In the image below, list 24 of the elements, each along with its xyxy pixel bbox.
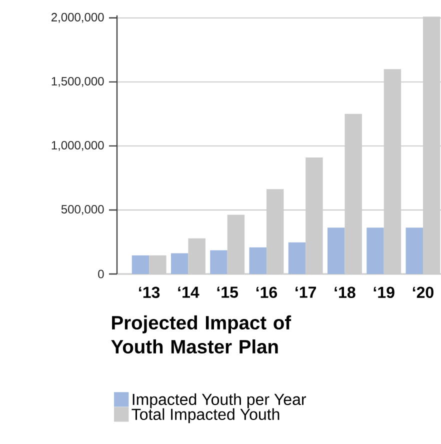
x-tick-label: ‘15	[217, 286, 238, 298]
x-tick-label: ‘19	[374, 286, 394, 298]
legend-label: Total Impacted Youth	[132, 408, 280, 424]
x-tick-label: ‘17	[296, 286, 316, 298]
bar	[210, 250, 228, 274]
y-tick-label: 1,000,000	[52, 140, 104, 151]
bar	[170, 253, 188, 274]
y-tick-label: 500,000	[61, 205, 104, 215]
bar	[249, 247, 266, 274]
y-tick-label: 0	[98, 270, 104, 278]
bar	[366, 228, 384, 274]
x-tick-label: ‘20	[412, 286, 434, 298]
bar	[132, 255, 150, 274]
x-tick-label: ‘13	[139, 286, 160, 298]
bar	[406, 228, 423, 274]
y-tick-label: 1,500,000	[52, 76, 104, 87]
y-tick-label: 2,000,000	[52, 12, 104, 23]
bar	[288, 242, 306, 274]
x-tick-label: ‘18	[334, 286, 356, 298]
x-tick-label: ‘14	[178, 286, 200, 298]
text: Projected Impact of Youth Master Plan	[111, 315, 292, 354]
legend-label: Impacted Youth per Year	[132, 393, 306, 408]
x-tick-label: ‘16	[256, 286, 278, 298]
bar	[328, 228, 345, 274]
